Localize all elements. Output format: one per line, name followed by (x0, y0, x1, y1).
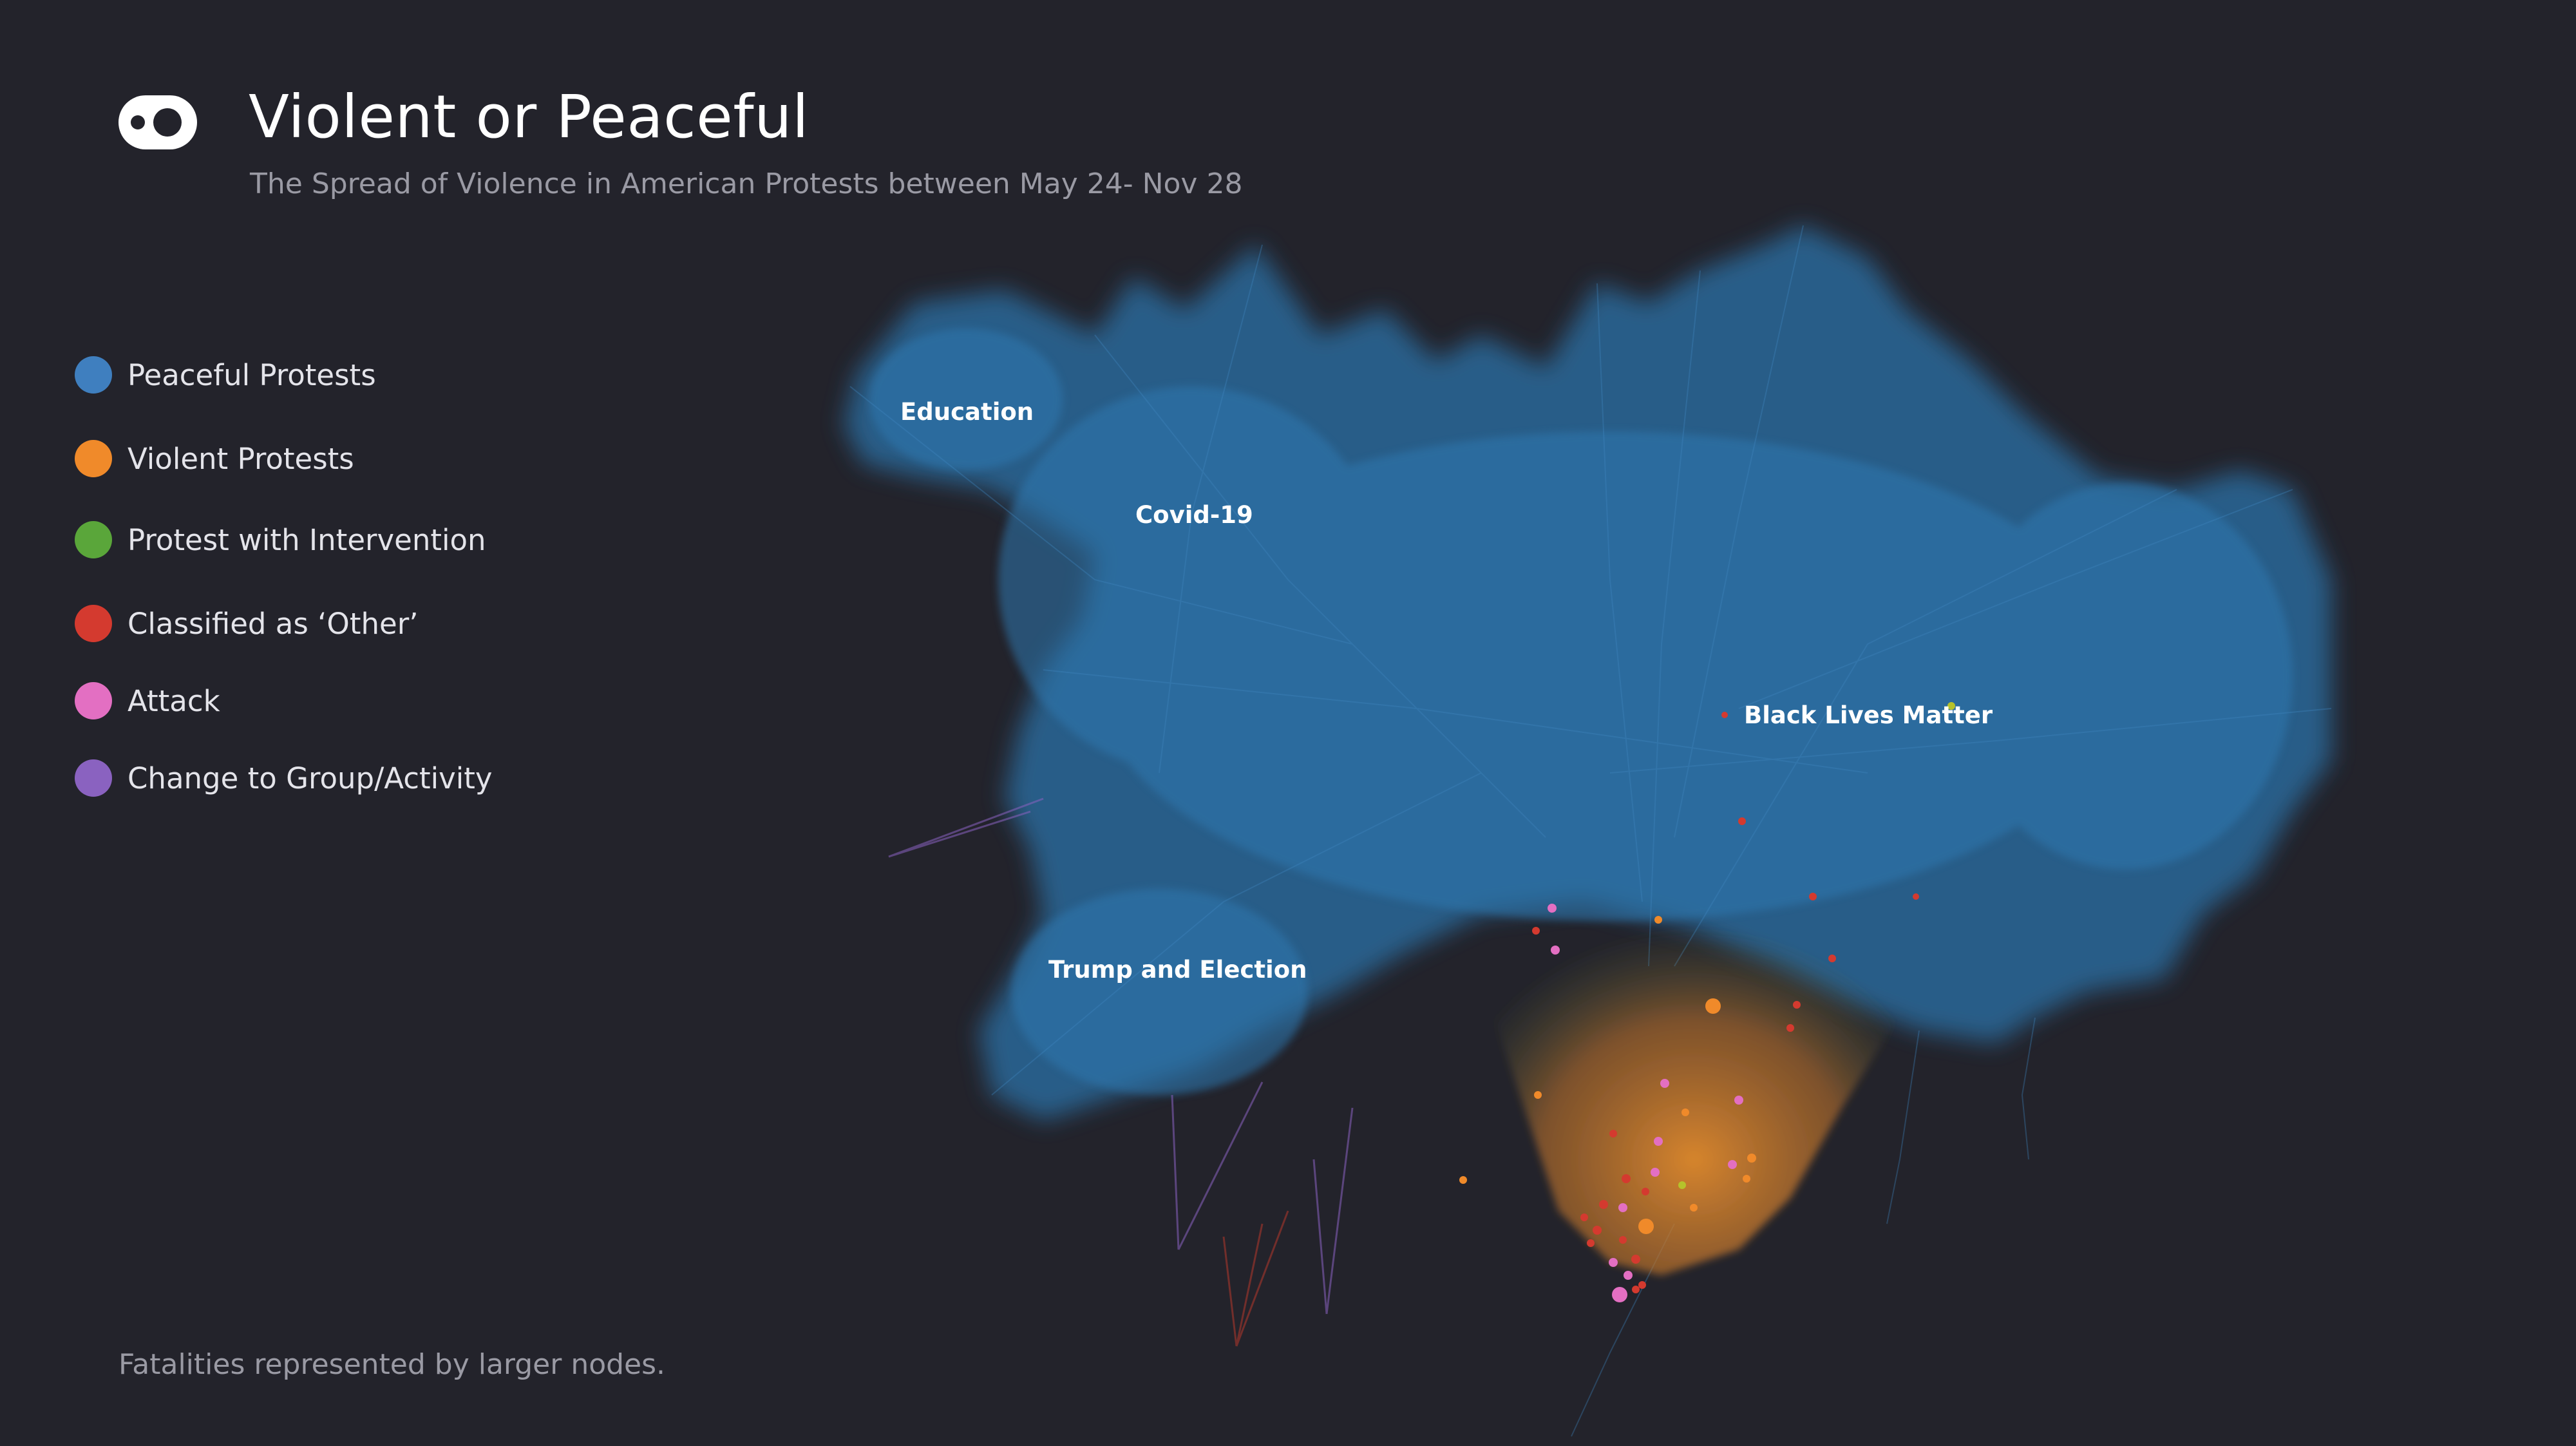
other-node (1631, 1255, 1640, 1264)
legend-item-attack: Attack (75, 680, 220, 721)
event-nodes (1459, 702, 1955, 1302)
legend-label: Classified as ‘Other’ (128, 606, 419, 641)
page-subtitle: The Spread of Violence in American Prote… (250, 167, 1243, 200)
legend-swatch (75, 356, 112, 394)
legend-label: Peaceful Protests (128, 357, 376, 392)
legend-item-violent: Violent Protests (75, 438, 354, 479)
attack-node (1734, 1096, 1743, 1105)
activity-change-threads (888, 797, 1354, 1315)
legend-swatch (75, 440, 112, 477)
legend-label: Protest with Intervention (128, 522, 486, 557)
cluster-label-education: Education (900, 398, 1034, 426)
network-edges (849, 225, 2332, 1437)
legend-label: Violent Protests (128, 441, 354, 476)
legend-swatch (75, 605, 112, 642)
violent-node (1690, 1204, 1698, 1212)
other-node (1532, 927, 1540, 935)
attack-node (1548, 904, 1557, 913)
violent-cluster (1481, 889, 1906, 1275)
other-node (1587, 1239, 1595, 1247)
legend-item-other: Classified as ‘Other’ (75, 603, 419, 644)
other-node (1828, 955, 1836, 962)
attack-node (1728, 1160, 1737, 1169)
other-node (1913, 893, 1919, 900)
page-title: Violent or Peaceful (249, 82, 810, 151)
eye-toggle-icon (118, 95, 197, 149)
cluster-label-trump: Trump and Election (1048, 956, 1307, 984)
violent-node (1534, 1091, 1542, 1099)
legend-label: Change to Group/Activity (128, 761, 493, 795)
legend-swatch (75, 521, 112, 558)
intervention-node (1947, 702, 1955, 710)
legend-swatch (75, 759, 112, 797)
peaceful-cluster-core (869, 328, 2293, 1095)
other-node (1599, 1200, 1608, 1209)
intervention-node (1678, 1181, 1686, 1189)
other-threads (1222, 1210, 1289, 1347)
violent-node (1654, 916, 1662, 924)
legend-swatch (75, 682, 112, 719)
legend-label: Attack (128, 683, 220, 718)
other-node (1721, 712, 1728, 718)
legend-item-peaceful: Peaceful Protests (75, 354, 376, 395)
cluster-label-blm: Black Lives Matter (1744, 701, 1993, 729)
violent-node (1459, 1176, 1467, 1184)
violent-node (1681, 1108, 1689, 1116)
attack-node (1660, 1079, 1669, 1088)
other-node (1642, 1188, 1649, 1195)
violent-node (1743, 1175, 1750, 1183)
other-node (1622, 1174, 1631, 1183)
other-node (1793, 1001, 1801, 1009)
other-node (1619, 1236, 1627, 1244)
attack-node (1654, 1137, 1663, 1146)
attack-node (1609, 1258, 1618, 1267)
attack-node (1618, 1203, 1627, 1212)
attack-node (1651, 1168, 1660, 1177)
other-node (1632, 1286, 1640, 1293)
attack-node (1612, 1287, 1627, 1302)
attack-node (1551, 946, 1560, 955)
other-node (1593, 1226, 1602, 1235)
attack-node (1624, 1271, 1633, 1280)
legend-item-intervention: Protest with Intervention (75, 519, 486, 560)
other-node (1738, 817, 1746, 825)
violent-node (1638, 1219, 1654, 1234)
footnote: Fatalities represented by larger nodes. (118, 1348, 666, 1381)
cluster-label-covid: Covid-19 (1135, 501, 1253, 529)
other-node (1809, 893, 1817, 900)
other-node (1609, 1130, 1617, 1137)
violent-node (1747, 1154, 1756, 1163)
other-node (1638, 1281, 1646, 1289)
violent-node (1705, 998, 1721, 1014)
legend-item-group-change: Change to Group/Activity (75, 757, 493, 799)
other-node (1786, 1024, 1794, 1032)
other-node (1580, 1213, 1588, 1221)
